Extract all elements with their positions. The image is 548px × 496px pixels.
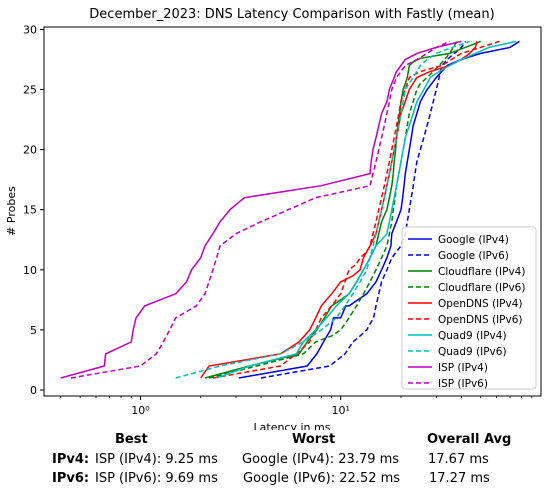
overall-ipv4: 17.67 ms (428, 452, 489, 467)
x-tick-label: 10⁰ (131, 404, 150, 417)
legend-label-cloudflare-ipv4: Cloudflare (IPv4) (438, 266, 525, 278)
y-axis-label: # Probes (5, 186, 18, 236)
legend-label-cloudflare-ipv6: Cloudflare (IPv6) (438, 282, 525, 294)
chart-title: December_2023: DNS Latency Comparison wi… (89, 7, 494, 22)
best-ipv6: ISP (IPv6): 9.69 ms (95, 471, 218, 486)
y-tick-label: 15 (23, 204, 37, 217)
x-axis-label: Latency in ms (254, 421, 331, 430)
y-tick-label: 10 (23, 264, 37, 277)
summary-table: Best Worst Overall Avg IPv4: ISP (IPv4):… (0, 430, 548, 496)
legend-label-google-ipv6: Google (IPv6) (438, 250, 509, 262)
legend-label-quad9-ipv4: Quad9 (IPv4) (438, 330, 507, 342)
y-tick-label: 5 (30, 324, 37, 337)
header-best: Best (115, 432, 148, 447)
header-worst: Worst (292, 432, 335, 447)
legend-label-opendns-ipv6: OpenDNS (IPv6) (438, 314, 523, 326)
legend-label-quad9-ipv6: Quad9 (IPv6) (438, 346, 507, 358)
row-label-ipv6: IPv6: (52, 471, 89, 486)
legend-label-isp-ipv4: ISP (IPv4) (438, 362, 488, 374)
y-tick-label: 30 (23, 23, 37, 36)
worst-ipv4: Google (IPv4): 23.79 ms (242, 452, 399, 467)
legend-label-isp-ipv6: ISP (IPv6) (438, 378, 488, 390)
legend-label-google-ipv4: Google (IPv4) (438, 234, 509, 246)
y-tick-label: 20 (23, 144, 37, 157)
best-ipv4: ISP (IPv4): 9.25 ms (95, 452, 218, 467)
latency-chart: December_2023: DNS Latency Comparison wi… (0, 0, 548, 430)
legend: Google (IPv4) Google (IPv6) Cloudflare (IP… (402, 227, 536, 390)
x-tick-label: 10¹ (332, 404, 350, 417)
overall-ipv6: 17.27 ms (429, 471, 490, 486)
legend-label-opendns-ipv4: OpenDNS (IPv4) (438, 298, 523, 310)
y-tick-label: 0 (30, 384, 37, 397)
y-tick-label: 25 (23, 84, 37, 97)
row-label-ipv4: IPv4: (52, 452, 89, 467)
header-overall: Overall Avg (427, 432, 511, 447)
worst-ipv6: Google (IPv6): 22.52 ms (243, 471, 400, 486)
